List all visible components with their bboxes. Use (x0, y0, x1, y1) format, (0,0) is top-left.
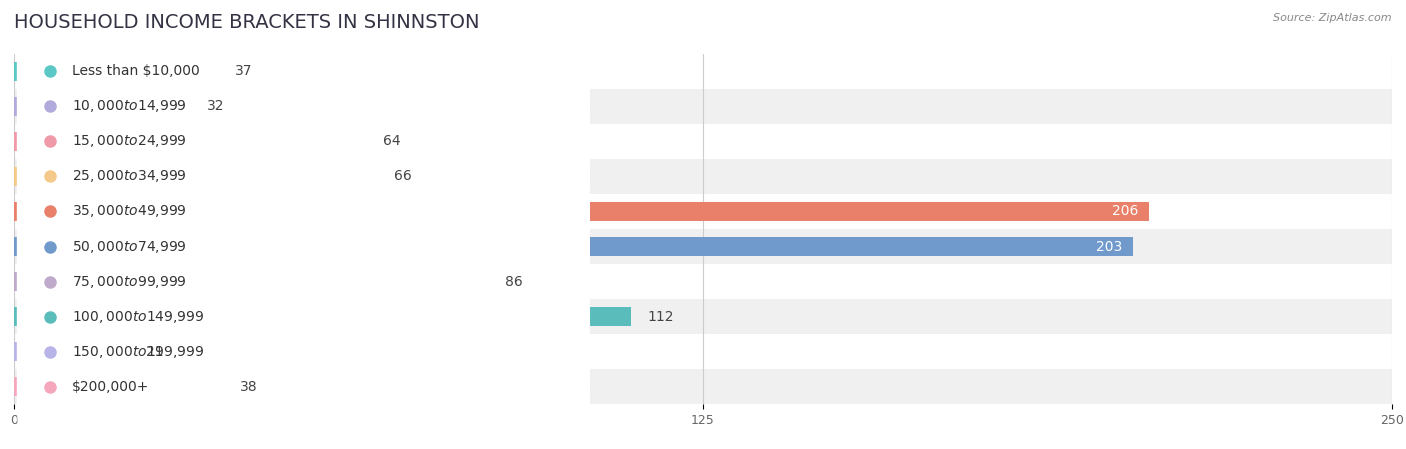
Text: 66: 66 (394, 169, 412, 184)
Bar (14, 124, 1392, 159)
FancyBboxPatch shape (17, 28, 591, 185)
Bar (14, 202, 1150, 221)
Bar (14, 167, 378, 186)
Text: 206: 206 (1112, 204, 1139, 219)
Text: $15,000 to $24,999: $15,000 to $24,999 (72, 133, 187, 150)
Bar (14, 97, 190, 116)
Text: 38: 38 (240, 379, 257, 394)
Bar (14, 237, 1133, 256)
Text: $75,000 to $99,999: $75,000 to $99,999 (72, 273, 187, 290)
FancyBboxPatch shape (17, 203, 591, 360)
Bar (14, 334, 1392, 369)
Text: $200,000+: $200,000+ (72, 379, 149, 394)
Bar (14, 194, 1392, 229)
Text: 21: 21 (146, 344, 165, 359)
FancyBboxPatch shape (17, 273, 591, 430)
FancyBboxPatch shape (17, 168, 591, 325)
Text: Source: ZipAtlas.com: Source: ZipAtlas.com (1274, 13, 1392, 23)
Bar (14, 54, 1392, 89)
Text: 64: 64 (384, 134, 401, 149)
Text: $150,000 to $199,999: $150,000 to $199,999 (72, 343, 204, 360)
Text: 37: 37 (235, 64, 252, 79)
Text: $35,000 to $49,999: $35,000 to $49,999 (72, 203, 187, 220)
Text: Less than $10,000: Less than $10,000 (72, 64, 200, 79)
Bar (14, 342, 129, 361)
Bar (14, 377, 224, 396)
FancyBboxPatch shape (17, 133, 591, 290)
Bar (14, 159, 1392, 194)
Text: $25,000 to $34,999: $25,000 to $34,999 (72, 168, 187, 185)
Bar (14, 132, 367, 151)
Bar (14, 369, 1392, 404)
FancyBboxPatch shape (17, 0, 591, 150)
Text: 32: 32 (207, 99, 225, 114)
Text: 86: 86 (505, 274, 523, 289)
FancyBboxPatch shape (17, 238, 591, 395)
FancyBboxPatch shape (17, 63, 591, 220)
Bar (14, 229, 1392, 264)
FancyBboxPatch shape (17, 308, 591, 449)
Bar (14, 89, 1392, 124)
Text: $100,000 to $149,999: $100,000 to $149,999 (72, 308, 204, 325)
Text: $50,000 to $74,999: $50,000 to $74,999 (72, 238, 187, 255)
Text: 112: 112 (648, 309, 675, 324)
FancyBboxPatch shape (17, 98, 591, 255)
Text: $10,000 to $14,999: $10,000 to $14,999 (72, 98, 187, 114)
Bar (14, 62, 218, 81)
Bar (14, 264, 1392, 299)
Text: HOUSEHOLD INCOME BRACKETS IN SHINNSTON: HOUSEHOLD INCOME BRACKETS IN SHINNSTON (14, 13, 479, 32)
Bar (14, 307, 631, 326)
Text: 203: 203 (1095, 239, 1122, 254)
Bar (14, 299, 1392, 334)
Bar (14, 272, 488, 291)
